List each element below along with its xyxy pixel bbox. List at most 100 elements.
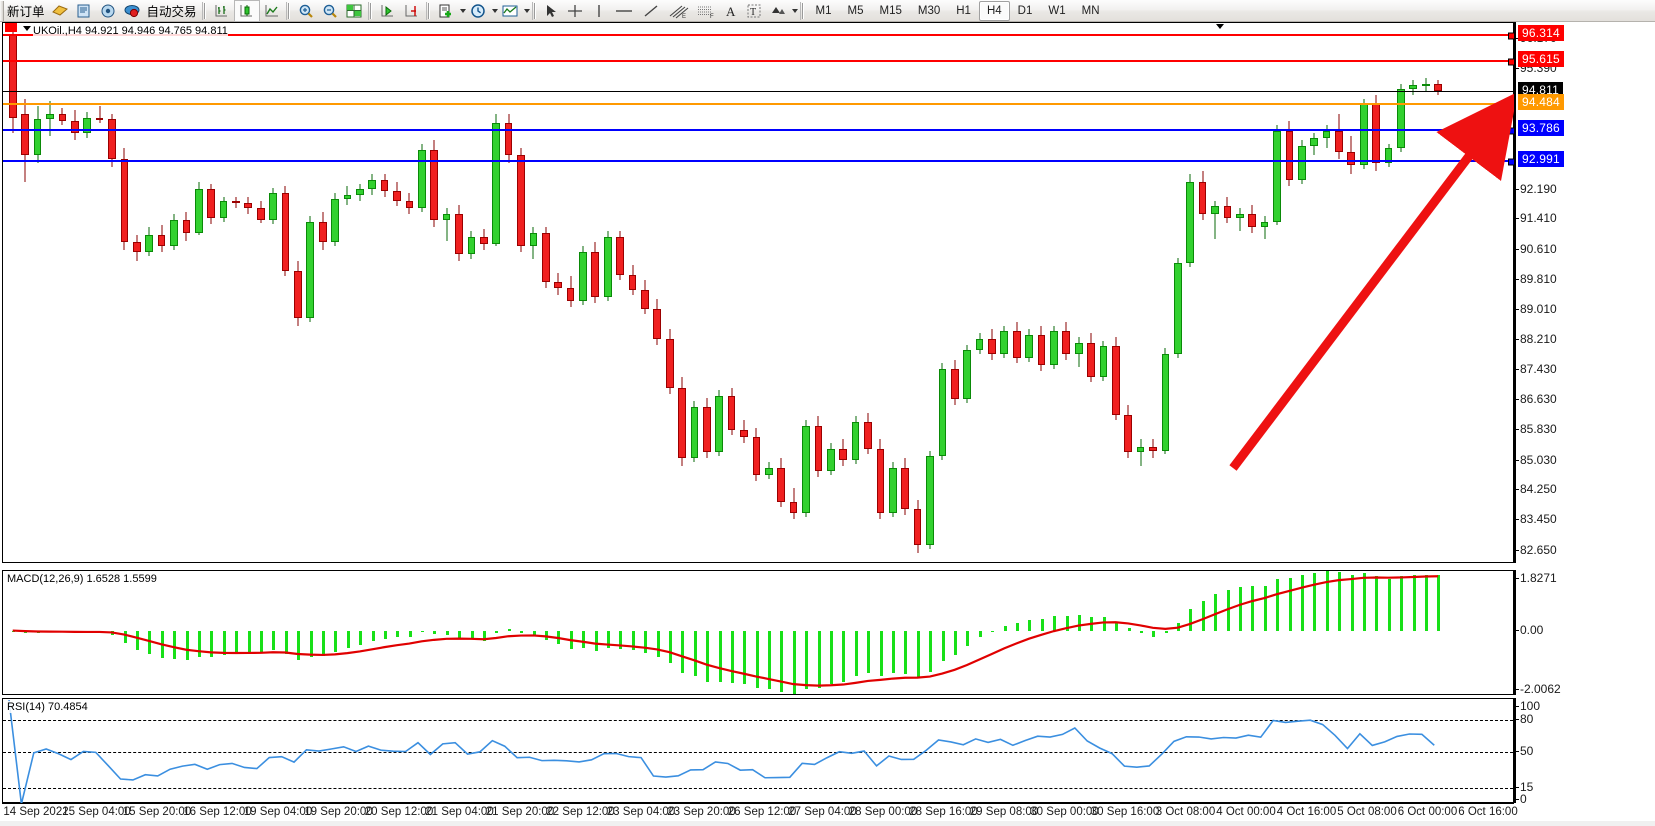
price-tag-orange-line[interactable]: 94.484: [1518, 94, 1564, 111]
price-chart-pane[interactable]: UKOil.,H4 94.921 94.946 94.765 94.811: [2, 22, 1515, 564]
price-tick: 92.190: [1515, 181, 1557, 196]
level-line[interactable]: [3, 90, 1513, 92]
period-icon[interactable]: [466, 0, 490, 22]
shapes-dropdown-caret[interactable]: [791, 8, 798, 13]
macd-histogram-bar: [805, 630, 809, 689]
candle: [1037, 23, 1046, 564]
auto-scroll-icon[interactable]: [400, 0, 424, 22]
grid-icon[interactable]: [342, 0, 366, 22]
candlestick-chart-icon[interactable]: [233, 0, 260, 22]
line-chart-icon[interactable]: [260, 0, 284, 22]
candle: [430, 23, 439, 564]
macd-scale[interactable]: 1.8271 0.00 -2.0062: [1514, 570, 1655, 696]
rsi-line: [8, 699, 1435, 804]
text-icon[interactable]: A: [720, 0, 742, 22]
indicators-dropdown-caret[interactable]: [459, 8, 466, 13]
chart-shift-icon[interactable]: [376, 0, 400, 22]
level-line[interactable]: [3, 101, 1515, 109]
toolbar-grip[interactable]: [0, 0, 4, 21]
zoom-in-icon[interactable]: [294, 0, 318, 22]
indicators-icon[interactable]: [434, 0, 458, 22]
macd-histogram-bar: [284, 630, 288, 654]
rsi-tick: 50: [1514, 743, 1534, 758]
chart-menu-caret-icon[interactable]: [23, 26, 31, 31]
timeframe-button-m15[interactable]: M15: [879, 4, 902, 17]
price-tick: 89.810: [1515, 271, 1557, 286]
level-line[interactable]: [3, 127, 1515, 135]
price-tag-resistance-line[interactable]: 95.615: [1518, 51, 1564, 68]
market-watch-icon[interactable]: [72, 0, 96, 22]
candle: [207, 23, 215, 564]
candle: [356, 23, 364, 564]
level-line[interactable]: [3, 158, 1515, 166]
templates-icon[interactable]: [498, 0, 522, 22]
fibonacci-icon[interactable]: F: [692, 0, 720, 22]
candle: [901, 23, 909, 564]
time-axis[interactable]: 14 Sep 2022 15 Sep 04:00 15 Sep 20:00 16 Se…: [2, 803, 1518, 821]
candle: [1074, 23, 1083, 564]
time-tick: 15 Sep 20:00: [122, 806, 192, 818]
price-scale[interactable]: 96.17095.39092.19091.41090.61089.81089.0…: [1514, 22, 1655, 563]
autotrading-button[interactable]: 自动交易: [146, 5, 197, 19]
rsi-tick: 100: [1514, 699, 1541, 713]
equidistant-channel-icon[interactable]: E: [664, 0, 692, 22]
macd-histogram-bar: [1325, 571, 1329, 631]
price-tick: 86.630: [1515, 392, 1557, 407]
shapes-icon[interactable]: [766, 0, 790, 22]
bar-chart-icon[interactable]: [210, 0, 234, 22]
hline-icon[interactable]: [610, 0, 638, 22]
autotrading-icon[interactable]: [120, 0, 144, 22]
timeframe-group: M1 M5 M15 M30 H1 H4 D1 W1 MN: [808, 0, 1108, 21]
macd-label: MACD(12,26,9) 1.6528 1.5599: [7, 573, 157, 585]
trendline-icon[interactable]: [638, 0, 664, 22]
price-tag-last-price[interactable]: 94.811: [1518, 81, 1564, 98]
level-line[interactable]: [3, 32, 1515, 40]
cursor-icon[interactable]: [540, 0, 562, 22]
timeframe-button-mn[interactable]: MN: [1081, 4, 1100, 17]
macd-histogram-bar: [718, 630, 722, 682]
timeframe-button-h1[interactable]: H1: [956, 4, 971, 17]
time-tick: 23 Sep 04:00: [606, 806, 676, 818]
profiles-icon[interactable]: [48, 0, 72, 22]
macd-histogram-bar: [1201, 600, 1205, 631]
price-tag-resistance-line[interactable]: 96.314: [1518, 24, 1564, 41]
macd-histogram-bar: [1251, 586, 1255, 631]
timeframe-button-m1[interactable]: M1: [815, 4, 832, 17]
timeframe-button-w1[interactable]: W1: [1048, 4, 1066, 17]
macd-histogram-bar: [1015, 623, 1019, 631]
timeframe-button-m30[interactable]: M30: [917, 4, 941, 17]
candle: [814, 23, 823, 564]
rsi-tick: 15: [1514, 780, 1534, 795]
rsi-scale[interactable]: 100 80 50 15 0: [1514, 698, 1655, 806]
level-line[interactable]: [3, 58, 1515, 66]
candle: [851, 23, 860, 564]
macd-histogram-bar: [606, 630, 610, 649]
text-label-icon[interactable]: T: [742, 0, 766, 22]
candle: [975, 23, 984, 564]
chart-right-caret-icon[interactable]: [1216, 24, 1224, 29]
macd-histogram-bar: [1040, 619, 1044, 631]
navigator-icon[interactable]: [96, 0, 120, 22]
macd-pane[interactable]: MACD(12,26,9) 1.6528 1.5599: [2, 570, 1514, 695]
price-tag-support-line[interactable]: 92.991: [1518, 150, 1564, 167]
price-tag-support-line[interactable]: 93.786: [1518, 120, 1564, 137]
crosshair-icon[interactable]: [562, 0, 588, 22]
rsi-pane[interactable]: RSI(14) 70.4854: [2, 698, 1514, 804]
candle: [219, 23, 228, 564]
templates-dropdown-caret[interactable]: [523, 8, 530, 13]
time-tick: 20 Sep 12:00: [364, 806, 434, 818]
timeframe-button-d1[interactable]: D1: [1017, 4, 1033, 17]
macd-histogram-bar: [1053, 616, 1057, 631]
new-order-button[interactable]: 新订单: [7, 5, 45, 19]
candle: [194, 23, 203, 564]
candle: [132, 23, 141, 564]
chart-workspace[interactable]: UKOil.,H4 94.921 94.946 94.765 94.811 MA…: [0, 22, 1655, 826]
candle: [1124, 23, 1133, 564]
period-dropdown-caret[interactable]: [491, 8, 498, 13]
rsi-tick: 80: [1514, 712, 1534, 726]
candle: [579, 23, 587, 564]
timeframe-button-h4[interactable]: H4: [978, 0, 1010, 21]
timeframe-button-m5[interactable]: M5: [847, 4, 864, 17]
vline-icon[interactable]: [588, 0, 610, 22]
zoom-out-icon[interactable]: [318, 0, 342, 22]
